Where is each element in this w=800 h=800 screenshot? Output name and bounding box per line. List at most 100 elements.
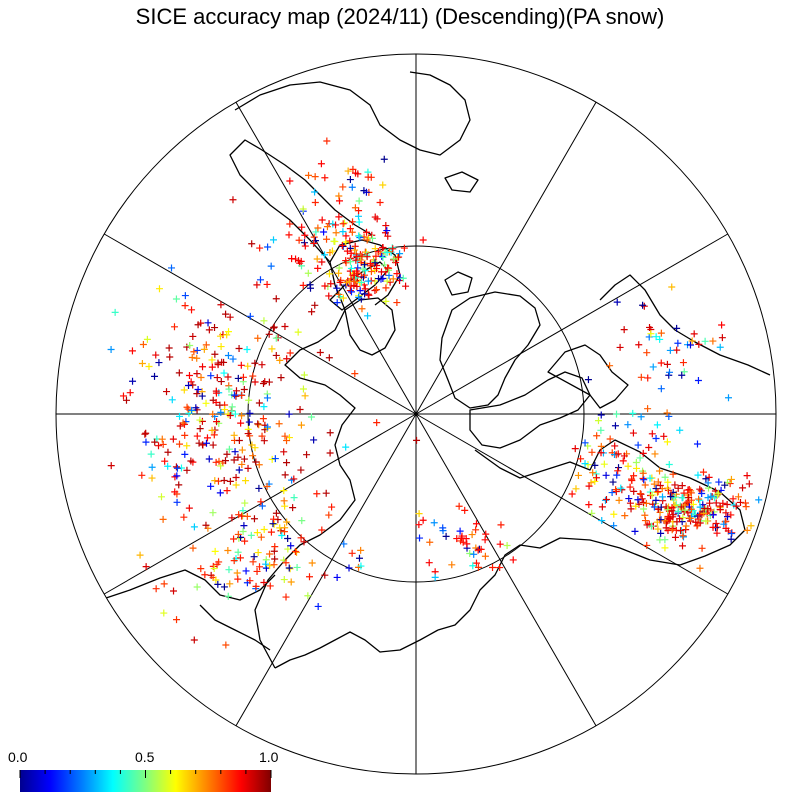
accuracy-marker (199, 363, 207, 371)
accuracy-marker (335, 192, 343, 200)
accuracy-marker (160, 609, 168, 617)
accuracy-marker (362, 188, 370, 196)
accuracy-marker (402, 282, 410, 290)
accuracy-marker (597, 411, 605, 419)
accuracy-marker (363, 228, 371, 236)
accuracy-marker (230, 431, 238, 439)
accuracy-marker (139, 341, 147, 349)
accuracy-marker (256, 563, 264, 571)
accuracy-marker (220, 583, 228, 591)
accuracy-marker (199, 441, 207, 449)
accuracy-marker (609, 478, 617, 486)
accuracy-marker (189, 332, 197, 340)
accuracy-marker (630, 472, 638, 480)
accuracy-marker (621, 512, 629, 520)
accuracy-marker (295, 236, 303, 244)
accuracy-marker (192, 404, 200, 412)
accuracy-marker (299, 205, 307, 213)
accuracy-marker (610, 451, 618, 459)
accuracy-marker (170, 323, 178, 331)
accuracy-marker (268, 455, 276, 463)
accuracy-marker (361, 285, 369, 293)
accuracy-marker (591, 477, 599, 485)
accuracy-marker (673, 324, 681, 332)
accuracy-marker (347, 288, 355, 296)
accuracy-marker (321, 282, 329, 290)
accuracy-marker (159, 515, 167, 523)
accuracy-marker (217, 301, 225, 309)
accuracy-marker (364, 277, 372, 285)
accuracy-marker (641, 511, 649, 519)
accuracy-marker (259, 379, 267, 387)
accuracy-marker (173, 464, 181, 472)
accuracy-marker (253, 281, 261, 289)
accuracy-marker (597, 426, 605, 434)
accuracy-marker (246, 409, 254, 417)
accuracy-marker (353, 252, 361, 260)
accuracy-marker (608, 489, 616, 497)
accuracy-marker (222, 641, 230, 649)
accuracy-marker (243, 512, 251, 520)
accuracy-marker (727, 475, 735, 483)
accuracy-marker (620, 452, 628, 460)
accuracy-marker (173, 498, 181, 506)
accuracy-marker (668, 283, 676, 291)
accuracy-marker (253, 567, 261, 575)
accuracy-marker (142, 563, 150, 571)
accuracy-marker (612, 486, 620, 494)
accuracy-marker (285, 231, 293, 239)
accuracy-marker (280, 497, 288, 505)
accuracy-marker (674, 507, 682, 515)
coastline-kamchatka (99, 569, 276, 601)
accuracy-marker (481, 536, 489, 544)
coastline-north-america (437, 439, 746, 631)
accuracy-marker (389, 275, 397, 283)
accuracy-marker (694, 515, 702, 523)
accuracy-marker (282, 593, 290, 601)
accuracy-marker (503, 541, 511, 549)
accuracy-marker (669, 470, 677, 478)
accuracy-marker (228, 403, 236, 411)
accuracy-marker (311, 188, 319, 196)
accuracy-marker (185, 382, 193, 390)
accuracy-marker (283, 355, 291, 363)
accuracy-marker (271, 555, 279, 563)
accuracy-marker (155, 359, 163, 367)
accuracy-marker (641, 517, 649, 525)
accuracy-marker (383, 277, 391, 285)
accuracy-marker (136, 551, 144, 559)
accuracy-marker (234, 530, 242, 538)
accuracy-marker (360, 233, 368, 241)
accuracy-marker (368, 234, 376, 242)
accuracy-marker (313, 255, 321, 263)
accuracy-marker (211, 350, 219, 358)
accuracy-marker (180, 513, 188, 521)
accuracy-marker (701, 337, 709, 345)
accuracy-marker (185, 372, 193, 379)
accuracy-marker (640, 302, 648, 310)
accuracy-marker (629, 429, 637, 437)
accuracy-marker (660, 432, 668, 440)
accuracy-marker (709, 337, 717, 345)
accuracy-marker (386, 278, 394, 286)
accuracy-marker (674, 339, 682, 347)
accuracy-marker (357, 546, 365, 554)
accuracy-marker (314, 224, 322, 232)
accuracy-marker (129, 377, 137, 385)
accuracy-marker (276, 356, 284, 364)
accuracy-marker (291, 547, 299, 555)
accuracy-marker (190, 523, 198, 531)
accuracy-marker (193, 346, 201, 354)
accuracy-marker (685, 494, 693, 502)
accuracy-marker (224, 592, 232, 600)
accuracy-marker (661, 473, 669, 481)
accuracy-marker (709, 511, 717, 519)
accuracy-marker (242, 477, 250, 485)
accuracy-marker (706, 499, 714, 507)
accuracy-marker (709, 523, 717, 531)
accuracy-marker (208, 426, 216, 434)
accuracy-marker (707, 492, 715, 500)
accuracy-marker (217, 378, 225, 386)
accuracy-marker (361, 271, 369, 279)
accuracy-marker (384, 264, 392, 272)
